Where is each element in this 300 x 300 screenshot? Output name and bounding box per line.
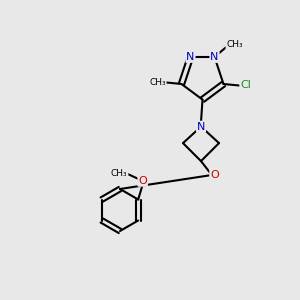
Text: N: N: [186, 52, 195, 62]
Text: O: O: [210, 169, 219, 180]
Text: Cl: Cl: [240, 80, 251, 91]
Text: N: N: [197, 122, 205, 132]
Text: N: N: [210, 52, 219, 62]
Text: CH₃: CH₃: [226, 40, 243, 49]
Text: CH₃: CH₃: [149, 78, 166, 87]
Text: CH₃: CH₃: [111, 169, 128, 178]
Text: O: O: [138, 176, 147, 186]
